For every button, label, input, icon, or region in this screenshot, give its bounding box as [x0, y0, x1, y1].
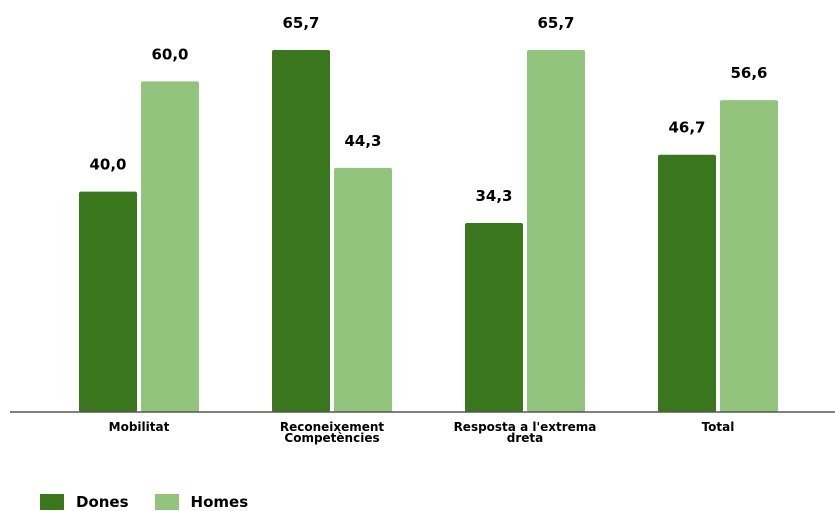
value-label-dones-1: 65,7: [282, 14, 319, 32]
value-label-homes-3: 56,6: [730, 64, 767, 82]
bar-homes-0: [141, 81, 199, 412]
category-label-line: Reconeixement: [280, 420, 385, 434]
bar-dones-3: [658, 154, 716, 412]
value-label-homes-0: 60,0: [151, 45, 188, 63]
legend-swatch-homes: [154, 494, 179, 510]
category-label-3: Total: [702, 420, 735, 434]
value-label-dones-2: 34,3: [475, 187, 512, 205]
category-label-2: Resposta a l'extrema dreta: [454, 420, 597, 445]
bar-homes-3: [720, 100, 778, 413]
category-label-line: Total: [702, 420, 735, 434]
bars-group: [79, 50, 778, 413]
bar-dones-2: [465, 223, 523, 412]
value-label-homes-2: 65,7: [537, 14, 574, 32]
legend: Dones Homes: [40, 493, 274, 511]
value-label-dones-0: 40,0: [89, 156, 126, 174]
legend-swatch-dones: [40, 494, 64, 510]
value-labels-group: 40,0 60,0 65,7 44,3 34,3 65,7 46,7 56,6: [89, 14, 767, 205]
legend-item-homes: Homes: [154, 493, 249, 511]
category-label-line: Competències: [284, 431, 379, 445]
bar-dones-0: [79, 191, 137, 412]
bar-homes-2: [527, 50, 585, 412]
category-label-line: Mobilitat: [109, 420, 170, 434]
bar-dones-1: [272, 50, 330, 412]
category-label-1: Reconeixement Competències: [280, 420, 385, 445]
value-label-dones-3: 46,7: [668, 119, 705, 137]
bar-homes-1: [334, 167, 392, 412]
category-label-line: dreta: [507, 431, 543, 445]
category-labels-group: Mobilitat Reconeixement Competències Respos…: [109, 420, 735, 445]
value-label-homes-1: 44,3: [344, 132, 381, 150]
legend-label-homes: Homes: [190, 493, 249, 511]
category-label-line: Resposta a l'extrema: [454, 420, 597, 434]
category-label-0: Mobilitat: [109, 420, 170, 434]
legend-item-dones: Dones: [40, 493, 129, 511]
legend-label-dones: Dones: [76, 493, 129, 511]
